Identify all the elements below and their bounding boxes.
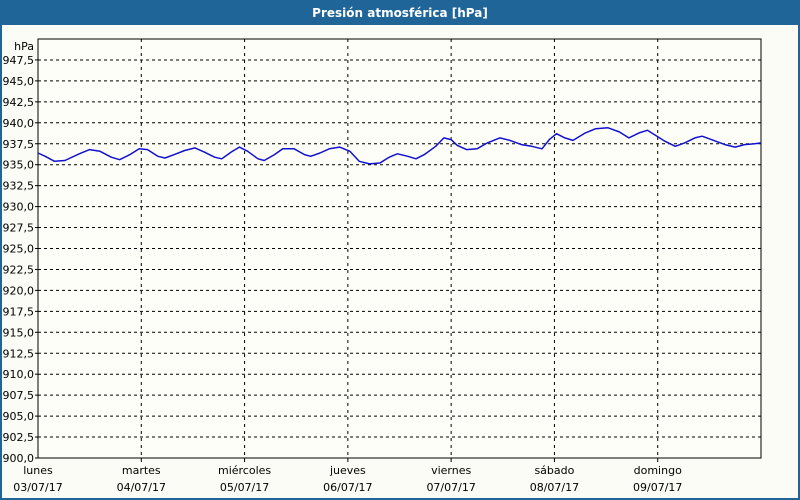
x-date-label: 04/07/17 (117, 481, 166, 494)
y-tick-label: 932,5 (3, 180, 35, 193)
y-tick-label: 940,0 (3, 117, 35, 130)
y-tick-label: 927,5 (3, 222, 35, 235)
y-tick-label: 925,0 (3, 243, 35, 256)
x-date-label: 08/07/17 (530, 481, 579, 494)
x-day-label: sábado (534, 464, 574, 477)
y-tick-label: 902,5 (3, 431, 35, 444)
y-tick-label: 942,5 (3, 96, 35, 109)
x-date-label: 07/07/17 (426, 481, 475, 494)
x-day-label: domingo (634, 464, 682, 477)
x-date-label: 09/07/17 (633, 481, 682, 494)
y-axis-unit-label: hPa (14, 40, 34, 53)
y-tick-label: 915,0 (3, 326, 35, 339)
chart-title: Presión atmosférica [hPa] (312, 6, 488, 20)
y-tick-label: 912,5 (3, 347, 35, 360)
y-tick-label: 930,0 (3, 201, 35, 214)
x-date-label: 05/07/17 (220, 481, 269, 494)
chart-area: 947,5 945,0 942,5 940,0 937,5 935,0 932,5 930,0… (2, 25, 798, 498)
y-tick-label: 917,5 (3, 305, 35, 318)
y-tick-label: 922,5 (3, 263, 35, 276)
x-date-label: 03/07/17 (13, 481, 62, 494)
y-tick-label: 920,0 (3, 284, 35, 297)
y-tick-label: 905,0 (3, 410, 35, 423)
y-tick-label: 910,0 (3, 368, 35, 381)
y-tick-label: 937,5 (3, 138, 35, 151)
pressure-line-chart: 947,5 945,0 942,5 940,0 937,5 935,0 932,5 930,0… (3, 38, 762, 494)
y-tick-label: 945,0 (3, 75, 35, 88)
x-day-label: martes (122, 464, 161, 477)
x-day-label: miércoles (218, 464, 271, 477)
y-tick-label: 947,5 (3, 54, 35, 67)
x-day-label: lunes (23, 464, 53, 477)
plot-frame (37, 38, 762, 459)
x-day-label: viernes (431, 464, 471, 477)
x-day-label: jueves (329, 464, 366, 477)
y-tick-label: 935,0 (3, 159, 35, 172)
chart-title-bar: Presión atmosférica [hPa] (2, 2, 798, 25)
y-tick-label: 907,5 (3, 389, 35, 402)
pressure-series-line (37, 127, 762, 165)
y-tick-label: 900,0 (3, 452, 35, 465)
x-date-label: 06/07/17 (323, 481, 372, 494)
